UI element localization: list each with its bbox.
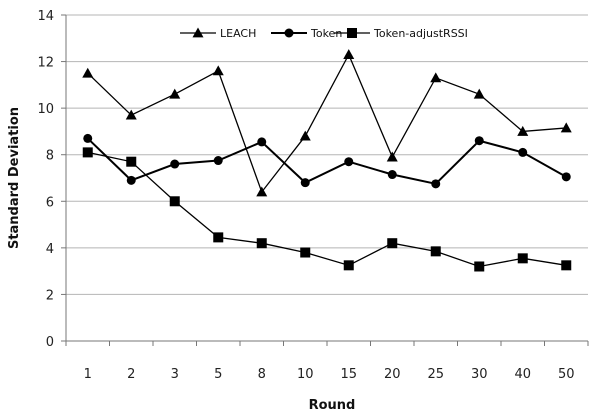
data-point-leach	[125, 109, 137, 120]
legend-marker	[347, 28, 357, 38]
data-point-token	[474, 136, 484, 146]
y-tick-label: 2	[46, 288, 54, 303]
data-point-leach	[299, 130, 311, 141]
legend-label: Token	[310, 27, 342, 40]
data-point-token-adjustrssi	[430, 246, 441, 257]
data-point-token-adjustrssi	[517, 253, 528, 264]
x-tick-label: 30	[471, 367, 488, 382]
data-point-token	[300, 178, 310, 188]
legend: LEACH Token Token-adjustRSSI	[180, 27, 468, 40]
data-point-token	[257, 137, 267, 147]
y-tick-label: 10	[37, 102, 54, 117]
x-tick-label: 10	[297, 367, 314, 382]
y-axis-title: Standard Deviation	[7, 107, 22, 249]
data-point-token	[518, 147, 528, 157]
legend-marker	[192, 27, 204, 38]
legend-label: LEACH	[220, 27, 256, 40]
x-tick-labels: 1 2 3 5 8 10 15 20 25 30 40 50	[84, 367, 575, 382]
data-point-token-adjustrssi	[169, 196, 180, 207]
data-point-token	[431, 179, 441, 189]
series-token	[83, 133, 571, 189]
data-point-token-adjustrssi	[213, 232, 224, 243]
data-point-token-adjustrssi	[343, 260, 354, 271]
y-tick-label: 14	[37, 9, 54, 24]
legend-item-token-adjustrssi: Token-adjustRSSI	[334, 27, 468, 40]
legend-item-leach: LEACH	[180, 27, 256, 40]
data-point-token	[387, 170, 397, 180]
data-point-token	[170, 159, 180, 169]
data-point-leach	[212, 65, 224, 76]
data-point-token-adjustrssi	[300, 247, 311, 258]
legend-marker	[284, 28, 294, 38]
data-point-token	[561, 172, 571, 182]
y-tick-labels: 0 2 4 6 8 10 12 14	[37, 9, 54, 350]
y-tick-label: 12	[37, 56, 54, 71]
gridlines	[66, 14, 588, 295]
y-tick-label: 6	[46, 195, 54, 210]
data-point-leach	[430, 72, 442, 83]
data-point-leach	[256, 186, 268, 197]
data-point-token-adjustrssi	[126, 156, 137, 167]
series-leach	[82, 49, 572, 197]
x-tick-label: 5	[214, 367, 222, 382]
series-line-token	[87, 137, 567, 185]
x-tick-label: 3	[171, 367, 179, 382]
data-point-token	[83, 133, 93, 143]
series-line-leach	[87, 53, 567, 194]
data-point-token	[126, 175, 136, 185]
data-point-token-adjustrssi	[561, 260, 572, 271]
data-point-leach	[169, 88, 181, 99]
x-tick-label: 25	[427, 367, 444, 382]
x-tick-label: 20	[384, 367, 401, 382]
data-point-leach	[386, 151, 398, 162]
legend-item-token: Token	[271, 27, 342, 40]
data-point-token	[213, 156, 223, 166]
series-line-token-adjustrssi	[87, 151, 567, 268]
data-point-token-adjustrssi	[256, 238, 267, 249]
data-point-token-adjustrssi	[474, 261, 485, 272]
series-group	[82, 49, 572, 272]
axes	[61, 14, 589, 346]
x-tick-label: 15	[340, 367, 357, 382]
x-axis-title: Round	[309, 398, 356, 413]
legend-label: Token-adjustRSSI	[373, 27, 468, 40]
y-tick-label: 0	[46, 335, 54, 350]
x-tick-label: 2	[127, 367, 135, 382]
data-point-leach	[560, 122, 572, 133]
data-point-token-adjustrssi	[387, 238, 398, 249]
data-point-leach	[517, 125, 529, 136]
x-tick-label: 50	[558, 367, 575, 382]
y-tick-label: 4	[46, 242, 54, 257]
x-tick-label: 1	[84, 367, 92, 382]
data-point-token-adjustrssi	[82, 147, 93, 158]
y-tick-label: 8	[46, 149, 54, 164]
x-tick-label: 8	[258, 367, 266, 382]
series-token-adjustrssi	[82, 147, 572, 272]
x-tick-label: 40	[514, 367, 531, 382]
data-point-token	[344, 157, 354, 167]
data-point-leach	[473, 88, 485, 99]
data-point-leach	[82, 67, 94, 78]
data-point-leach	[343, 49, 355, 59]
